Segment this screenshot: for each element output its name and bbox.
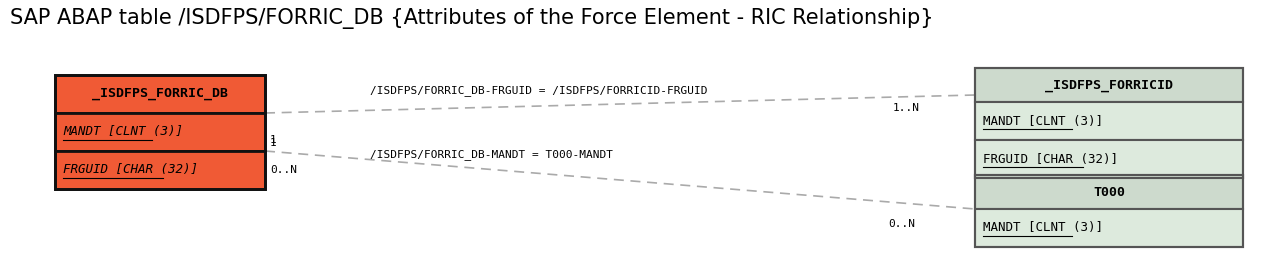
Text: 1: 1 <box>270 138 276 148</box>
Bar <box>975 175 1242 209</box>
Text: 0..N: 0..N <box>270 165 297 175</box>
Text: FRGUID [CHAR (32)]: FRGUID [CHAR (32)] <box>62 163 199 176</box>
Text: /ISDFPS/FORRIC_DB-FRGUID = /ISDFPS/FORRICID-FRGUID: /ISDFPS/FORRIC_DB-FRGUID = /ISDFPS/FORRI… <box>370 85 708 96</box>
Bar <box>975 68 1242 102</box>
Text: SAP ABAP table /ISDFPS/FORRIC_DB {Attributes of the Force Element - RIC Relation: SAP ABAP table /ISDFPS/FORRIC_DB {Attrib… <box>10 8 933 29</box>
Bar <box>55 151 265 189</box>
Bar <box>55 75 265 113</box>
Text: /ISDFPS/FORRIC_DB-MANDT = T000-MANDT: /ISDFPS/FORRIC_DB-MANDT = T000-MANDT <box>370 149 614 160</box>
Bar <box>975 209 1242 247</box>
Text: T000: T000 <box>1094 186 1125 198</box>
Bar <box>55 113 265 151</box>
Text: _ISDFPS_FORRIC_DB: _ISDFPS_FORRIC_DB <box>92 88 228 101</box>
Text: FRGUID [CHAR (32)]: FRGUID [CHAR (32)] <box>983 153 1118 166</box>
Text: 1..N: 1..N <box>892 103 920 113</box>
Text: _ISDFPS_FORRICID: _ISDFPS_FORRICID <box>1045 79 1172 92</box>
Bar <box>975 68 1242 178</box>
Text: 0..N: 0..N <box>889 219 915 229</box>
Bar <box>975 102 1242 140</box>
Text: MANDT [CLNT (3)]: MANDT [CLNT (3)] <box>62 125 183 138</box>
Bar <box>55 75 265 189</box>
Bar <box>975 140 1242 178</box>
Bar <box>975 175 1242 247</box>
Text: MANDT [CLNT (3)]: MANDT [CLNT (3)] <box>983 115 1102 127</box>
Text: MANDT [CLNT (3)]: MANDT [CLNT (3)] <box>983 221 1102 234</box>
Text: 1: 1 <box>270 135 276 145</box>
